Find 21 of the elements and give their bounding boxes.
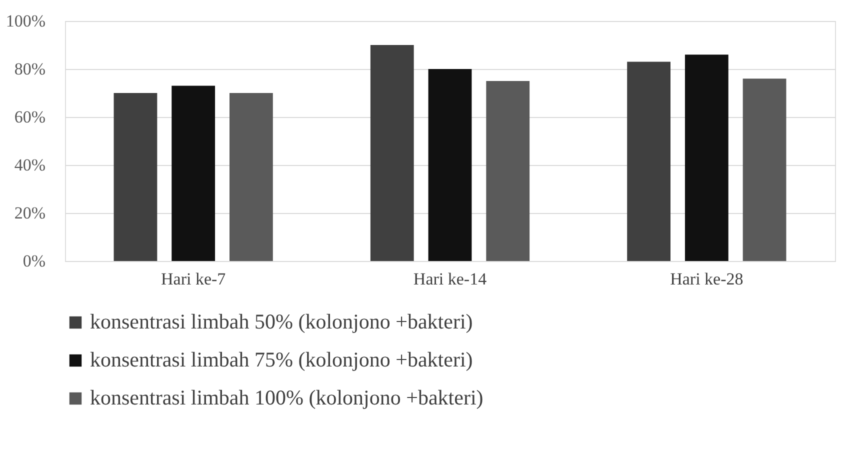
legend-label: konsentrasi limbah 100% (kolonjono +bakteri) bbox=[90, 386, 484, 410]
x-tick-label: Hari ke-14 bbox=[413, 270, 488, 288]
bar bbox=[230, 93, 273, 261]
y-tick-label: 60% bbox=[14, 108, 46, 126]
legend-label: konsentrasi limbah 75% (kolonjono +bakteri) bbox=[90, 348, 473, 372]
x-tick-label: Hari ke-7 bbox=[160, 270, 226, 288]
legend-label: konsentrasi limbah 50% (kolonjono +bakteri) bbox=[90, 310, 473, 334]
y-tick-label: 100% bbox=[6, 12, 46, 30]
bar bbox=[370, 45, 414, 261]
bar bbox=[627, 62, 670, 261]
bar bbox=[742, 78, 786, 261]
bar bbox=[684, 54, 728, 261]
y-tick-label: 20% bbox=[14, 204, 46, 222]
y-tick-label: 80% bbox=[14, 60, 46, 78]
bar bbox=[114, 93, 158, 261]
bar bbox=[486, 81, 530, 261]
bar bbox=[172, 86, 216, 261]
y-tick-label: 40% bbox=[14, 156, 46, 174]
x-tick-label: Hari ke-28 bbox=[670, 270, 744, 288]
bar bbox=[428, 69, 472, 261]
y-tick-label: 0% bbox=[22, 252, 46, 270]
